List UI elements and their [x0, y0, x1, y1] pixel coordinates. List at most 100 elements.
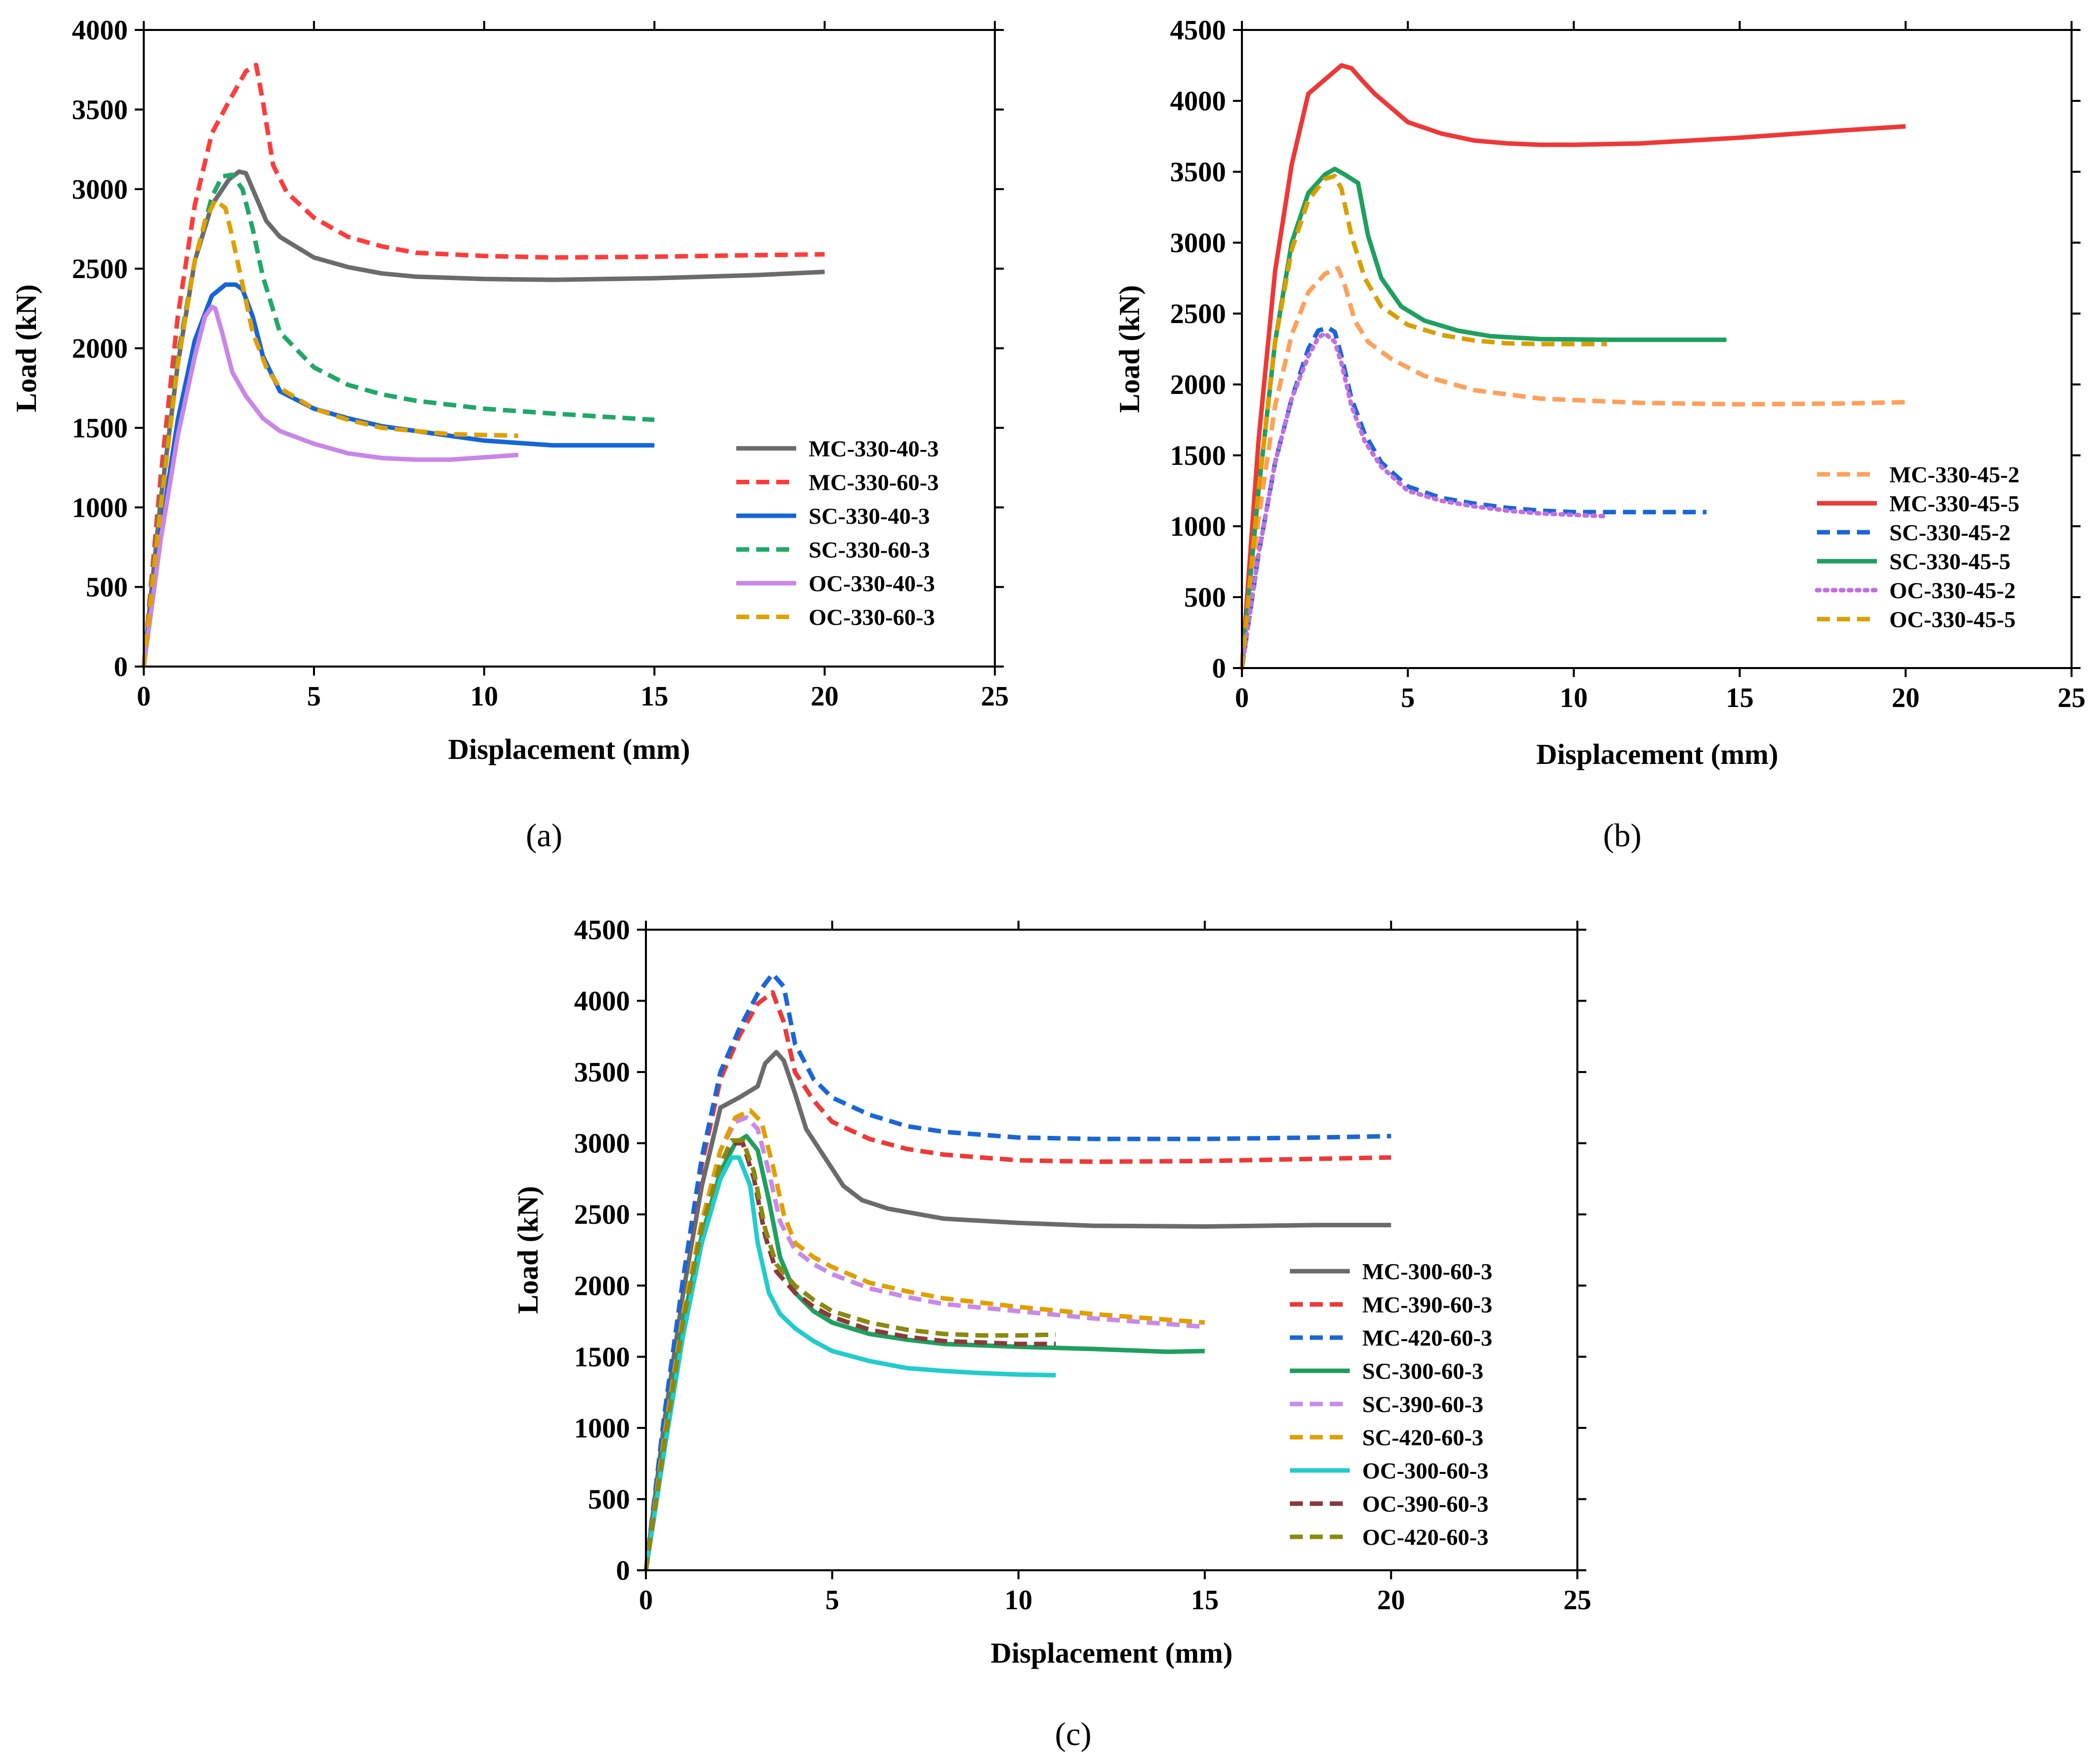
y-tick-label: 1500: [574, 1342, 630, 1373]
y-tick-label: 2000: [72, 334, 128, 364]
legend-label: OC-330-45-5: [1889, 607, 2016, 632]
legend-label: SC-300-60-3: [1362, 1359, 1484, 1384]
x-tick-label: 25: [1563, 1585, 1591, 1616]
legend: MC-300-60-3 MC-390-60-3 MC-420-60-3 SC-300-…: [1290, 1259, 1493, 1550]
y-tick-label: 3500: [1170, 157, 1226, 188]
x-tick-label: 5: [307, 681, 321, 712]
y-axis-title: Load (kN): [1113, 285, 1146, 413]
series-line-OC-330-40-3: [141, 305, 519, 667]
legend-label: MC-330-45-2: [1889, 462, 2020, 487]
y-tick-label: 1500: [72, 413, 128, 444]
x-tick-label: 25: [2058, 683, 2086, 713]
x-tick-label: 0: [1235, 683, 1249, 713]
chart-panel-c: (c) 0 5 10 15 20 25 0 500 1000 1500 2000 2500 3000 35…: [512, 915, 1591, 1753]
y-tick-label: 2000: [1170, 369, 1226, 400]
caption: (b): [1603, 817, 1642, 854]
series-line-OC-330-45-5: [1239, 174, 1607, 669]
x-tick-label: 20: [1892, 683, 1920, 713]
x-tick-label: 15: [1726, 683, 1754, 713]
y-tick-label: 1000: [574, 1413, 630, 1444]
x-tick-label: 25: [981, 681, 1009, 712]
chart-panel-b: (b) 0 5 10 15 20 25 0 500 1000 1500 2000 2500 3000 35…: [1113, 15, 2086, 854]
legend-label: SC-390-60-3: [1362, 1392, 1484, 1417]
legend-label: SC-330-40-3: [809, 503, 930, 529]
y-tick-label: 500: [588, 1484, 630, 1515]
caption: (a): [526, 817, 562, 854]
legend: MC-330-40-3 MC-330-60-3 SC-330-40-3 SC-330-…: [736, 436, 939, 630]
y-tick-label: 3500: [574, 1057, 630, 1088]
x-tick-label: 20: [1377, 1585, 1405, 1616]
y-tick-label: 2500: [72, 254, 128, 285]
x-axis-title: Displacement (mm): [991, 1637, 1233, 1669]
legend-label: SC-330-60-3: [809, 537, 930, 563]
series-line-OC-300-60-3: [643, 1155, 1056, 1571]
series-line-SC-330-40-3: [141, 282, 654, 667]
series-line-MC-330-40-3: [141, 169, 825, 667]
chart-panel-a: (a) 0 5 10 15 20 25 0 500 1000 1500 2000 2500 3000 35…: [10, 15, 1009, 854]
y-tick-label: 1000: [72, 492, 128, 523]
legend-label: SC-330-45-2: [1889, 520, 2011, 545]
legend-label: MC-330-40-3: [809, 436, 939, 461]
y-tick-label: 4000: [1170, 86, 1226, 117]
series-line-OC-330-45-2: [1239, 331, 1609, 671]
series-line-OC-420-60-3: [643, 1138, 1056, 1571]
y-tick-label: 0: [1212, 653, 1226, 684]
legend-label: OC-330-45-2: [1889, 578, 2016, 603]
series-line-SC-420-60-3: [643, 1108, 1205, 1571]
y-tick-label: 4000: [574, 986, 630, 1017]
legend-label: SC-330-45-5: [1889, 549, 2011, 574]
x-tick-label: 15: [1191, 1585, 1219, 1616]
y-tick-label: 3000: [1170, 228, 1226, 259]
legend-label: MC-300-60-3: [1362, 1259, 1493, 1284]
y-tick-label: 2000: [574, 1271, 630, 1302]
y-axis-title: Load (kN): [10, 284, 42, 412]
y-tick-label: 3000: [574, 1128, 630, 1159]
legend-label: OC-300-60-3: [1362, 1458, 1489, 1483]
plot-frame: [645, 929, 1578, 1571]
x-tick-label: 0: [137, 681, 151, 712]
legend-label: MC-330-60-3: [809, 470, 939, 495]
legend-label: MC-330-45-5: [1889, 491, 2020, 516]
x-tick-label: 20: [811, 681, 839, 712]
y-tick-label: 4500: [1170, 15, 1226, 46]
series-line-SC-330-60-3: [141, 172, 655, 667]
y-tick-label: 500: [86, 572, 128, 603]
series-line-MC-420-60-3: [643, 971, 1391, 1571]
legend-label: OC-330-60-3: [809, 605, 935, 630]
x-tick-label: 10: [1004, 1585, 1032, 1616]
series-line-OC-330-60-3: [141, 198, 519, 667]
y-tick-label: 2500: [1170, 299, 1226, 330]
y-tick-label: 4000: [72, 15, 128, 46]
caption: (c): [1055, 1716, 1091, 1753]
series-line-MC-330-45-2: [1239, 266, 1906, 669]
x-tick-label: 5: [1401, 683, 1415, 713]
legend-label: OC-330-40-3: [809, 571, 935, 596]
legend-label: OC-420-60-3: [1362, 1524, 1489, 1550]
x-axis-title: Displacement (mm): [1536, 738, 1779, 770]
plot-frame: [1241, 29, 2073, 669]
x-tick-label: 10: [1560, 683, 1588, 713]
x-tick-label: 0: [639, 1585, 653, 1616]
y-tick-label: 0: [616, 1555, 630, 1586]
y-tick-label: 3000: [72, 174, 128, 205]
series-line-MC-330-45-5: [1239, 63, 1906, 669]
y-tick-label: 0: [114, 652, 128, 683]
y-tick-label: 1000: [1170, 511, 1226, 542]
y-axis-title: Load (kN): [512, 1186, 544, 1314]
x-tick-label: 10: [470, 681, 498, 712]
x-axis-title: Displacement (mm): [448, 733, 690, 765]
y-tick-label: 4500: [574, 915, 630, 946]
y-tick-label: 3500: [72, 94, 128, 125]
series-line-MC-300-60-3: [643, 1050, 1391, 1571]
series-line-MC-330-60-3: [141, 62, 825, 667]
x-tick-label: 5: [825, 1585, 839, 1616]
y-tick-label: 2500: [574, 1199, 630, 1230]
y-tick-label: 1500: [1170, 440, 1226, 471]
series-line-SC-330-45-5: [1239, 166, 1727, 669]
legend-label: MC-420-60-3: [1362, 1325, 1493, 1351]
y-tick-label: 500: [1184, 582, 1226, 613]
legend-label: OC-390-60-3: [1362, 1491, 1489, 1517]
legend-label: SC-420-60-3: [1362, 1425, 1484, 1450]
legend: MC-330-45-2 MC-330-45-5 SC-330-45-2 SC-330-…: [1814, 462, 2020, 632]
